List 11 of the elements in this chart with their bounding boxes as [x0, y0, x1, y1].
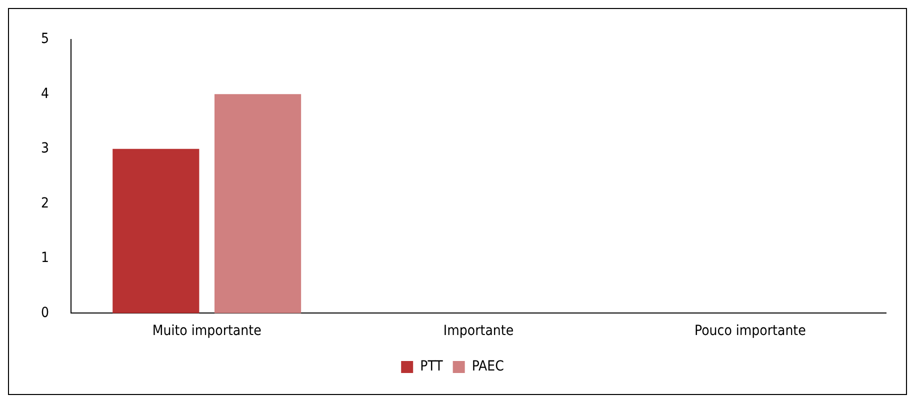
- y-tick-label: 3: [40, 140, 50, 157]
- y-tick-label: 2: [40, 195, 50, 212]
- y-tick-label: 1: [40, 250, 50, 266]
- y-tick-label: 4: [40, 86, 50, 102]
- legend-label: PAEC: [472, 358, 504, 375]
- y-tick-label: 0: [40, 304, 50, 321]
- y-tick-label: 5: [40, 31, 50, 48]
- x-tick-label: Importante: [443, 323, 514, 340]
- legend-label: PTT: [420, 358, 444, 375]
- x-tick-label: Pouco importante: [694, 323, 806, 340]
- x-tick-label: Muito importante: [152, 323, 262, 340]
